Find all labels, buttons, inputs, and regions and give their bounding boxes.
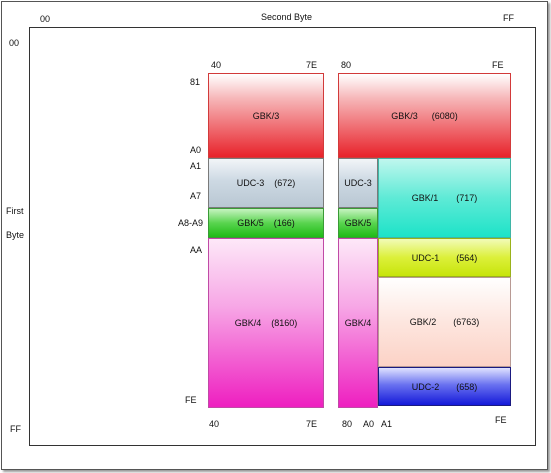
top-tick: 7E [306,60,318,70]
region-gbk5-right: GBK/5 [338,208,378,238]
region-gbk4-right: GBK/4 [338,238,378,408]
region-name: GBK/4 [344,318,372,328]
region-gbk2: GBK/2 (6763) [378,277,511,367]
region-name: UDC-2 [411,381,440,392]
row-tick: A8-A9 [178,218,204,228]
region-udc3-right: UDC-3 [338,158,378,208]
region-gbk5-left: GBK/5 (166) [208,208,324,238]
top-tick: 80 [341,60,352,70]
x-axis-start-label: 00 [40,14,51,24]
region-name: GBK/5 [344,218,372,228]
bottom-tick: A0 [363,419,375,429]
region-name: GBK/3 [252,110,280,121]
y-axis-title-line1: First [6,206,24,216]
region-name: GBK/1 [411,193,439,203]
region-count: (8160) [271,318,298,328]
code-space-area [29,27,536,446]
region-name: GBK/4 [234,318,262,328]
region-count: (658) [456,381,478,392]
region-gbk1: GBK/1 (717) [378,158,511,238]
bottom-tick: FE [495,415,507,425]
region-udc3-left: UDC-3 (672) [208,158,324,208]
x-axis-title: Second Byte [261,12,313,22]
region-gbk4-left: GBK/4 (8160) [208,238,324,408]
top-tick: 40 [211,60,222,70]
y-axis-title-line2: Byte [6,230,25,240]
row-tick: FE [185,395,197,405]
region-name: UDC-1 [411,252,440,263]
bottom-tick: 40 [209,419,220,429]
x-axis-end-label: FF [503,13,514,23]
region-name: GBK/2 [409,317,437,327]
region-gbk3-left: GBK/3 [208,73,324,158]
bottom-tick: 80 [342,419,353,429]
region-count: (6080) [431,110,458,121]
region-count: (166) [273,218,295,228]
region-count: (672) [274,178,296,188]
region-count: (564) [456,252,478,263]
region-count: (6763) [453,317,480,327]
region-count: (717) [456,193,478,203]
bottom-tick: 7E [306,419,318,429]
row-tick: A1 [190,161,202,171]
bottom-tick: A1 [381,419,393,429]
region-udc2: UDC-2 (658) [378,367,511,406]
row-tick: 81 [190,77,201,87]
region-gbk3-right: GBK/3 (6080) [338,73,511,158]
row-tick: A7 [190,191,202,201]
row-tick: A0 [190,145,202,155]
row-tick: AA [190,245,203,255]
y-axis-end-label: FF [10,424,21,434]
region-name: GBK/3 [391,110,418,121]
region-udc1: UDC-1 (564) [378,238,511,277]
region-name: UDC-3 [236,178,265,188]
region-name: UDC-3 [344,178,372,188]
region-name: GBK/5 [237,218,264,228]
top-tick: FE [492,60,504,70]
y-axis-start-label: 00 [9,38,20,48]
